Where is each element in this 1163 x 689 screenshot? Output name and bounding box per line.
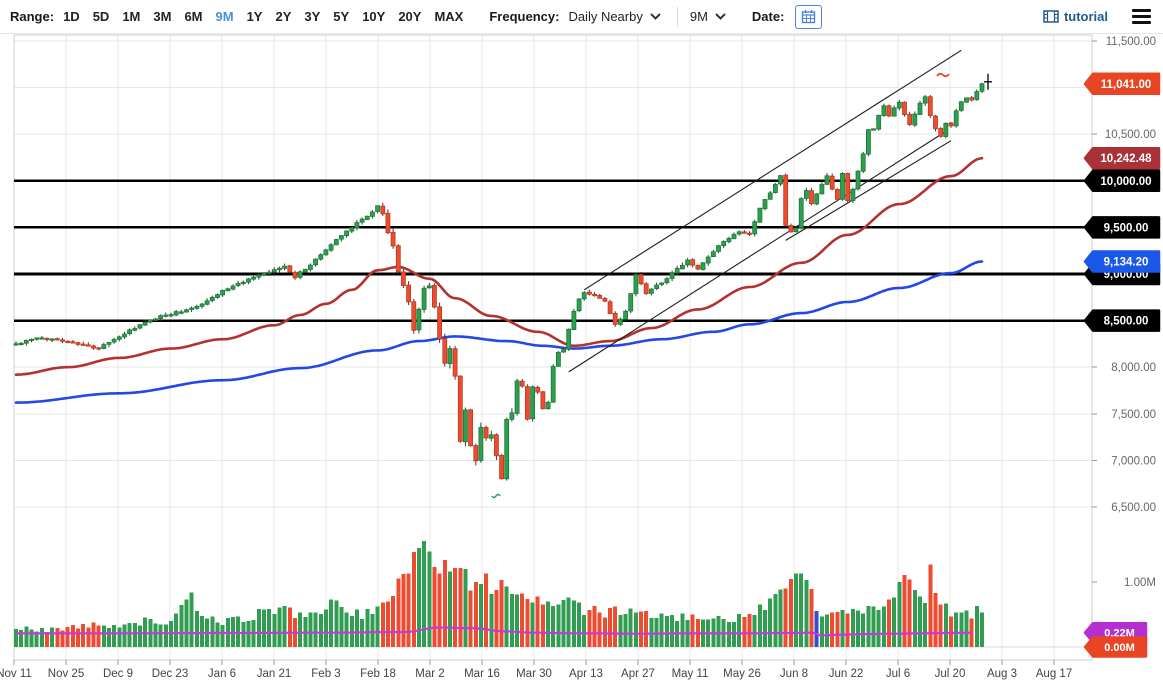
range-option-3m[interactable]: 3M: [153, 9, 172, 24]
trendline: [583, 49, 962, 291]
range-option-20y[interactable]: 20Y: [398, 9, 422, 24]
svg-text:8,500.00: 8,500.00: [1104, 316, 1149, 328]
x-axis-label: May 26: [723, 668, 761, 680]
svg-text:10,242.48: 10,242.48: [1100, 153, 1152, 165]
x-axis-label: Feb 18: [360, 668, 396, 680]
red-ma-value-badge: 10,242.48: [1083, 146, 1161, 170]
date-button[interactable]: [795, 4, 823, 29]
red-ma-line: [14, 156, 984, 376]
svg-text:11,041.00: 11,041.00: [1101, 79, 1152, 91]
red-squiggle-marker: [936, 72, 950, 78]
x-axis-label: Jun 22: [829, 668, 864, 680]
range-option-5d[interactable]: 5D: [92, 9, 110, 24]
x-axis-label: Jan 21: [257, 668, 292, 680]
x-axis-label: Aug 17: [1036, 668, 1072, 680]
calendar-icon: [802, 10, 816, 24]
range-option-max[interactable]: MAX: [434, 9, 464, 24]
x-axis-label: Nov 25: [48, 668, 84, 680]
date-label: Date:: [751, 9, 785, 24]
tutorial-link[interactable]: tutorial: [1043, 9, 1108, 24]
chart-canvas[interactable]: Nov 11 Nov 25 Dec 9 Dec 23 Jan 6 Jan 21 Feb 3 F…: [0, 34, 1163, 689]
svg-text:9,134.20: 9,134.20: [1104, 257, 1149, 269]
x-axis-label: Dec 9: [103, 668, 133, 680]
x-axis-label: Nov 11: [0, 668, 32, 680]
range-option-1y[interactable]: 1Y: [246, 9, 263, 24]
x-axis-label: Jun 8: [780, 668, 808, 680]
range-option-2y[interactable]: 2Y: [275, 9, 292, 24]
frequency-value: Daily Nearby: [568, 9, 643, 24]
price-axis-label: 11,500.00: [1106, 36, 1156, 48]
last-price-badge: 11,041.00: [1083, 72, 1161, 96]
candlestick-series: [13, 82, 985, 481]
range-option-6m[interactable]: 6M: [184, 9, 203, 24]
chevron-down-icon: [650, 13, 661, 20]
chart-area: Nov 11 Nov 25 Dec 9 Dec 23 Jan 6 Jan 21 Feb 3 F…: [0, 34, 1163, 689]
range-option-1d[interactable]: 1D: [63, 9, 80, 24]
range-option-10y[interactable]: 10Y: [362, 9, 386, 24]
price-axis-label: 8,000.00: [1111, 362, 1156, 374]
toolbar-divider: [676, 6, 678, 27]
x-axis-label: Feb 3: [311, 668, 340, 680]
price-axis-label: 10,500.00: [1105, 129, 1156, 141]
price-axis-label: 7,000.00: [1111, 455, 1156, 467]
menu-icon: [1132, 8, 1151, 12]
blue-ma-line: [14, 260, 984, 404]
svg-text:9,500.00: 9,500.00: [1104, 222, 1149, 234]
price-level-badge: 8,500.00: [1083, 309, 1161, 332]
svg-text:0.00M: 0.00M: [1104, 642, 1135, 654]
x-axis-label: Mar 2: [415, 668, 444, 680]
range-option-9m[interactable]: 9M: [215, 9, 234, 24]
x-axis-label: Apr 27: [621, 668, 655, 680]
frequency-label: Frequency:: [489, 9, 560, 24]
period-dropdown[interactable]: 9M: [690, 9, 726, 24]
range-option-1m[interactable]: 1M: [122, 9, 141, 24]
price-axis-label: 6,500.00: [1111, 502, 1156, 514]
menu-button[interactable]: [1130, 6, 1153, 28]
x-axis-label: Mar 30: [516, 668, 552, 680]
period-value: 9M: [689, 9, 708, 24]
toolbar: Range: 1D 5D 1M 3M 6M 9M 1Y 2Y 3Y 5Y 10Y 20Y MAX Fre…: [0, 0, 1163, 34]
last-volume-badge: 0.00M: [1083, 636, 1148, 658]
film-icon: [1043, 10, 1059, 23]
x-axis-label: Jul 6: [886, 668, 910, 680]
trendline: [568, 130, 947, 373]
chevron-down-icon: [715, 13, 726, 20]
range-label: Range:: [10, 9, 55, 24]
trendline: [785, 140, 952, 241]
price-level-badge: 9,500.00: [1083, 216, 1161, 239]
x-axis-label: Jul 20: [935, 668, 966, 680]
x-axis-label: Aug 3: [987, 668, 1017, 680]
x-axis-label: Dec 23: [152, 668, 188, 680]
x-axis-label: Mar 16: [464, 668, 500, 680]
price-axis-label: 7,500.00: [1111, 409, 1156, 421]
x-axis-label: Apr 13: [569, 668, 603, 680]
x-axis-label: May 11: [672, 668, 709, 680]
blue-ma-value-badge: 9,134.20: [1083, 250, 1161, 273]
green-low-marker: [491, 493, 501, 499]
svg-text:10,000.00: 10,000.00: [1100, 176, 1151, 188]
volume-axis-label: 1.00M: [1124, 577, 1156, 589]
range-option-5y[interactable]: 5Y: [333, 9, 350, 24]
volume-ma-line: [16, 626, 972, 637]
x-axis-label: Jan 6: [208, 668, 236, 680]
range-options: 1D 5D 1M 3M 6M 9M 1Y 2Y 3Y 5Y 10Y 20Y MAX: [63, 9, 463, 24]
frequency-dropdown[interactable]: Daily Nearby: [568, 9, 661, 24]
price-level-badge: 10,000.00: [1083, 169, 1161, 193]
range-option-3y[interactable]: 3Y: [304, 9, 321, 24]
tutorial-label: tutorial: [1063, 9, 1108, 24]
